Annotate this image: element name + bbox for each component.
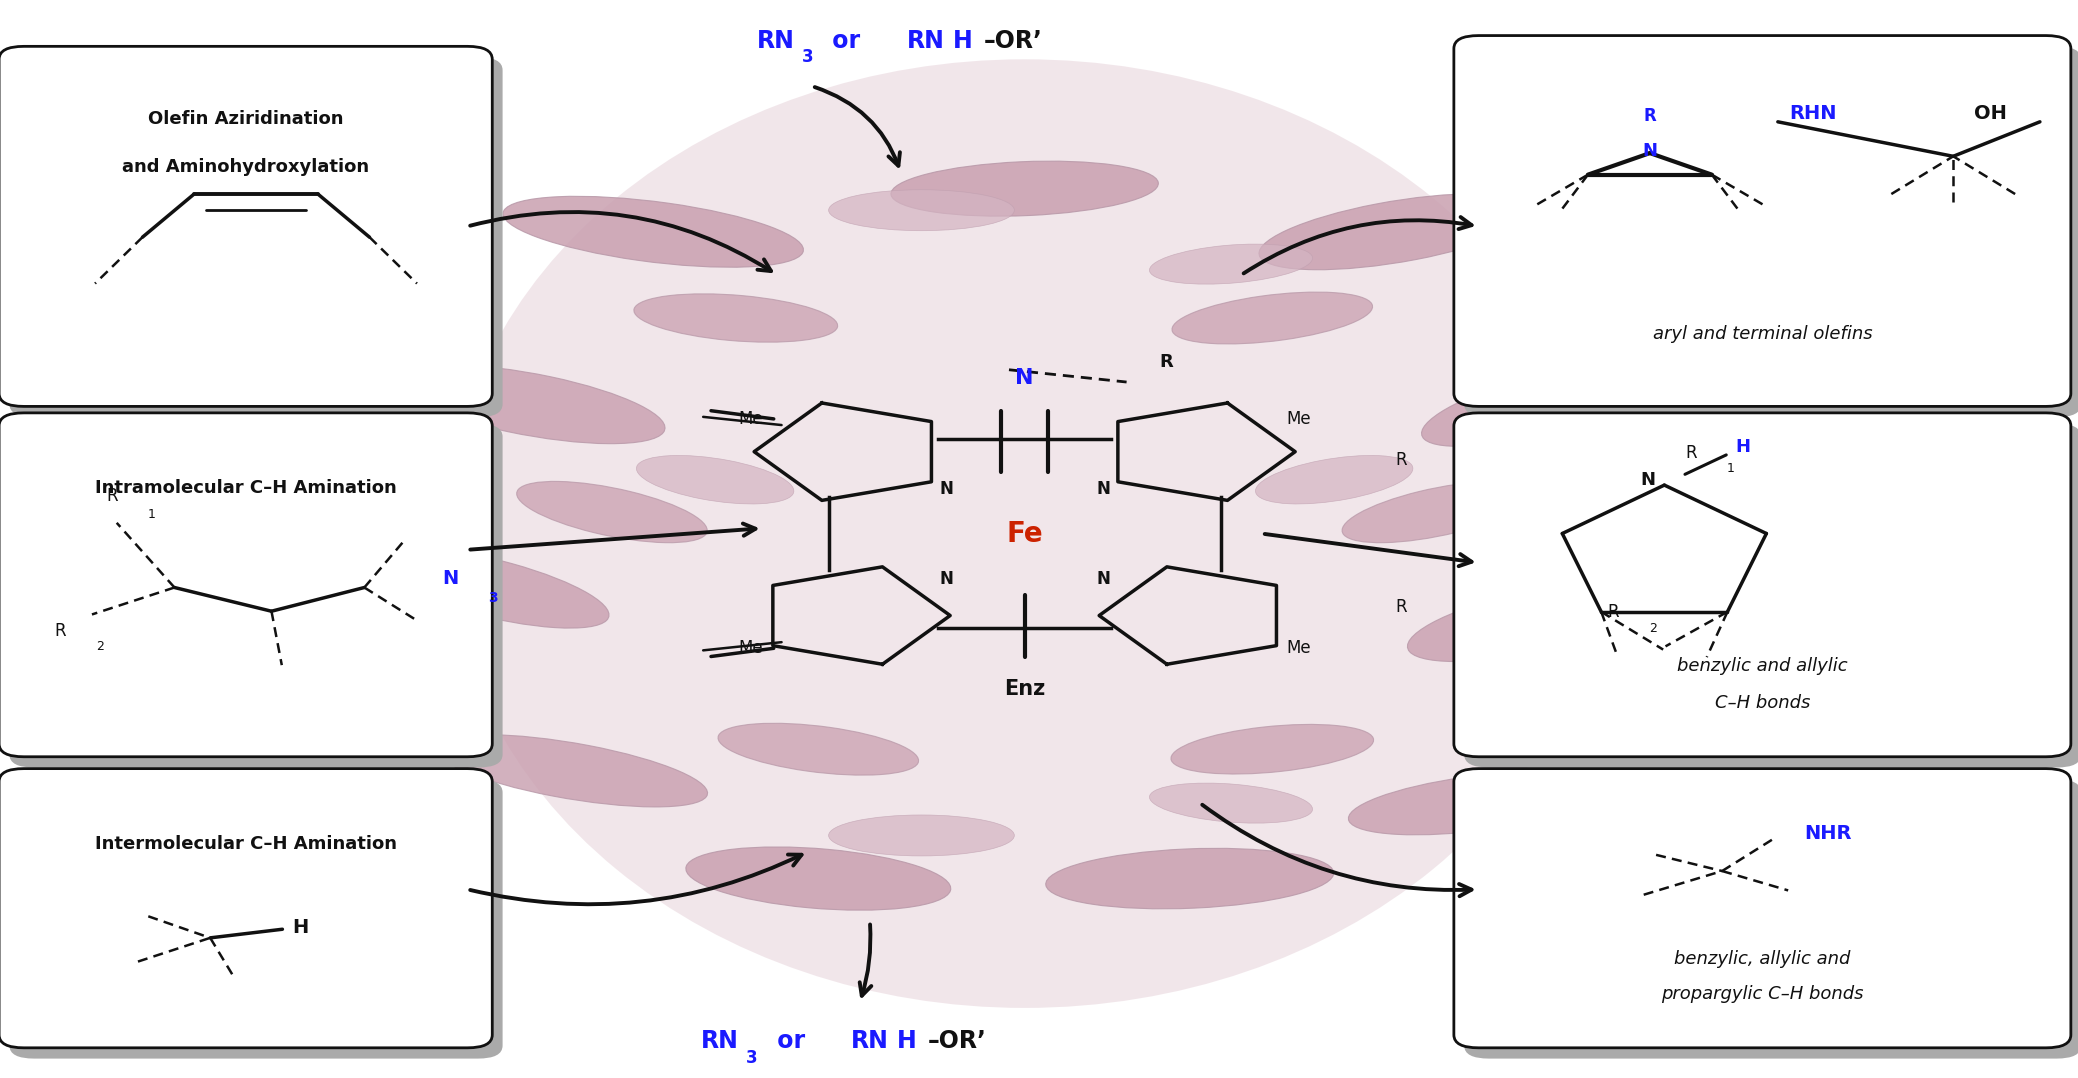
Text: Me: Me	[738, 639, 763, 658]
Text: –OR’: –OR’	[927, 1029, 987, 1053]
Text: Fe: Fe	[1006, 520, 1043, 548]
Text: N: N	[939, 480, 954, 498]
Text: or: or	[825, 29, 869, 53]
Text: N: N	[1640, 471, 1656, 488]
Text: R: R	[106, 487, 118, 505]
FancyBboxPatch shape	[1465, 424, 2078, 768]
Text: N: N	[939, 569, 954, 588]
Text: 3: 3	[802, 49, 812, 66]
Text: and Aminohydroxylation: and Aminohydroxylation	[123, 158, 370, 176]
Text: R: R	[1394, 451, 1407, 469]
Ellipse shape	[686, 847, 952, 910]
Text: RN: RN	[906, 29, 945, 53]
Text: RN: RN	[700, 1029, 738, 1053]
Ellipse shape	[1349, 772, 1608, 834]
Text: Me: Me	[1286, 639, 1311, 658]
FancyBboxPatch shape	[0, 413, 492, 757]
Text: 1: 1	[1727, 462, 1735, 475]
Ellipse shape	[1259, 194, 1534, 270]
Text: aryl and terminal olefins: aryl and terminal olefins	[1652, 326, 1872, 343]
Text: R: R	[1685, 444, 1696, 461]
Text: N: N	[1642, 142, 1658, 160]
Text: H: H	[898, 1029, 916, 1053]
Text: RN: RN	[756, 29, 794, 53]
Text: 1: 1	[148, 508, 156, 521]
Text: propargylic C–H bonds: propargylic C–H bonds	[1660, 985, 1864, 1003]
Text: C–H bonds: C–H bonds	[1714, 694, 1810, 711]
FancyBboxPatch shape	[1455, 413, 2072, 757]
Text: H: H	[1735, 439, 1750, 456]
Text: benzylic, allylic and: benzylic, allylic and	[1675, 951, 1851, 968]
Ellipse shape	[829, 815, 1014, 856]
Text: or: or	[769, 1029, 812, 1053]
Ellipse shape	[891, 161, 1157, 217]
Ellipse shape	[368, 547, 609, 628]
Text: Intramolecular C–H Amination: Intramolecular C–H Amination	[96, 480, 397, 497]
Text: H: H	[952, 29, 973, 53]
FancyBboxPatch shape	[1465, 779, 2078, 1059]
FancyBboxPatch shape	[1455, 769, 2072, 1048]
Text: –OR’: –OR’	[983, 29, 1043, 53]
Text: N: N	[1095, 569, 1110, 588]
Ellipse shape	[447, 59, 1602, 1008]
Text: N: N	[443, 569, 459, 589]
Text: Me: Me	[1286, 410, 1311, 428]
Ellipse shape	[1045, 848, 1334, 909]
FancyBboxPatch shape	[10, 424, 503, 768]
Text: R: R	[54, 622, 66, 639]
Text: R: R	[1608, 603, 1619, 621]
Ellipse shape	[719, 723, 918, 775]
Ellipse shape	[1342, 482, 1534, 542]
Ellipse shape	[517, 482, 707, 542]
Text: N: N	[1095, 480, 1110, 498]
Ellipse shape	[636, 456, 794, 503]
Text: R: R	[1160, 353, 1172, 371]
Text: 3: 3	[746, 1049, 758, 1066]
Text: Me: Me	[738, 410, 763, 428]
Text: OH: OH	[1974, 103, 2007, 123]
FancyBboxPatch shape	[0, 769, 492, 1048]
Text: RHN: RHN	[1789, 103, 1837, 123]
Text: R: R	[1394, 598, 1407, 617]
Ellipse shape	[1255, 456, 1413, 503]
Ellipse shape	[829, 190, 1014, 231]
Text: Olefin Aziridination: Olefin Aziridination	[148, 110, 343, 127]
Text: Enz: Enz	[1004, 679, 1045, 700]
FancyBboxPatch shape	[1465, 46, 2078, 417]
Ellipse shape	[395, 364, 665, 444]
FancyBboxPatch shape	[10, 57, 503, 417]
FancyBboxPatch shape	[0, 46, 492, 406]
Text: benzylic and allylic: benzylic and allylic	[1677, 658, 1847, 675]
Ellipse shape	[1149, 244, 1313, 285]
Text: Intermolecular C–H Amination: Intermolecular C–H Amination	[96, 835, 397, 853]
Ellipse shape	[503, 196, 804, 267]
Ellipse shape	[1172, 724, 1374, 774]
FancyBboxPatch shape	[1455, 36, 2072, 406]
Text: 2: 2	[96, 640, 104, 653]
Ellipse shape	[1172, 292, 1374, 344]
Text: R: R	[1644, 108, 1656, 125]
Text: H: H	[293, 917, 310, 937]
Text: N: N	[1016, 368, 1035, 388]
Ellipse shape	[434, 734, 709, 807]
Text: NHR: NHR	[1804, 824, 1851, 843]
Ellipse shape	[1149, 783, 1313, 824]
Ellipse shape	[1421, 362, 1660, 446]
FancyBboxPatch shape	[10, 779, 503, 1059]
Ellipse shape	[1407, 578, 1673, 662]
Text: RN: RN	[852, 1029, 889, 1053]
Text: 3: 3	[488, 592, 499, 605]
Text: 2: 2	[1650, 622, 1656, 635]
Ellipse shape	[634, 294, 837, 342]
